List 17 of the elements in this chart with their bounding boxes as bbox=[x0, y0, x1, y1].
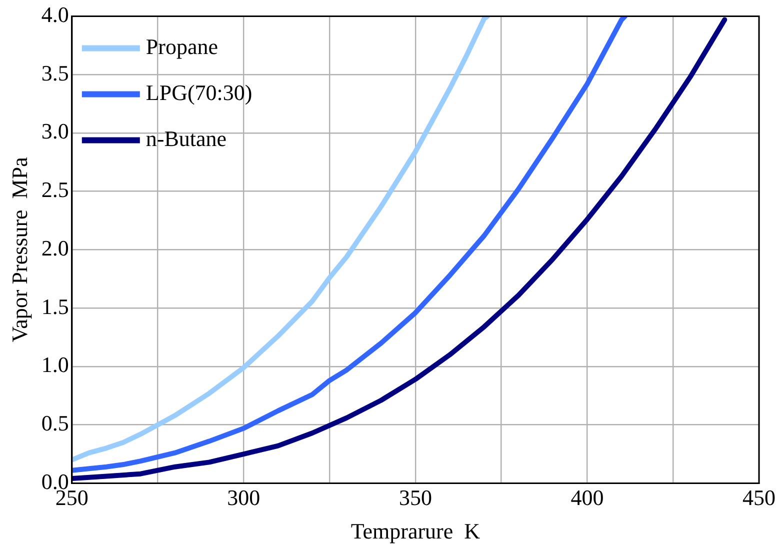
y-tick-label: 1.5 bbox=[41, 294, 69, 319]
x-tick-label: 350 bbox=[398, 485, 432, 510]
x-axis-title: Temprarure K bbox=[350, 518, 480, 544]
x-tick-label: 450 bbox=[742, 485, 776, 510]
y-tick-label: 4.0 bbox=[41, 2, 69, 27]
y-tick-label: 2.0 bbox=[41, 235, 69, 260]
y-tick-label: 3.0 bbox=[41, 118, 69, 144]
legend-label: n-Butane bbox=[146, 126, 227, 151]
y-tick-label: 0.5 bbox=[41, 410, 69, 436]
y-axis-title: Vapor Pressure MPa bbox=[6, 156, 32, 342]
x-tick-label: 300 bbox=[227, 485, 260, 510]
y-tick-label: 2.5 bbox=[41, 177, 69, 202]
y-tick-label: 3.5 bbox=[41, 60, 69, 86]
y-tick-label: 1.0 bbox=[41, 352, 69, 378]
x-tick-label: 400 bbox=[570, 485, 604, 510]
legend-label: LPG(70:30) bbox=[146, 80, 252, 105]
legend-label: Propane bbox=[146, 34, 218, 59]
